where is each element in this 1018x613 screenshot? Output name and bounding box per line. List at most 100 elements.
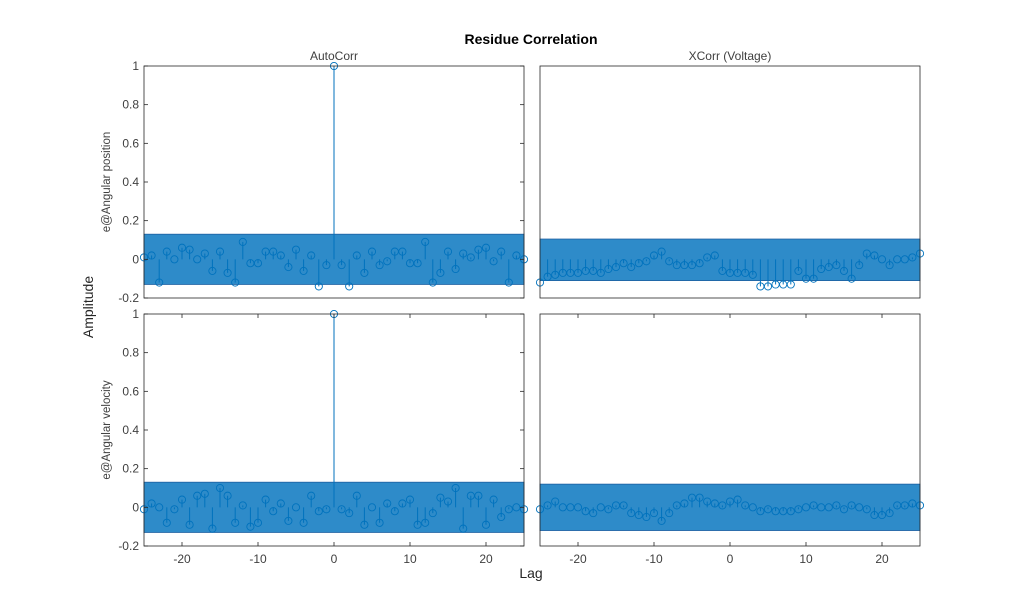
stem-marker bbox=[443, 247, 453, 256]
stem-marker bbox=[794, 266, 803, 275]
y-tick-label: 0.4 bbox=[122, 423, 139, 437]
stem-marker bbox=[703, 497, 712, 506]
stem-marker bbox=[695, 259, 704, 268]
stem-marker bbox=[748, 270, 757, 279]
stem-marker bbox=[710, 499, 719, 508]
stem-marker bbox=[596, 268, 605, 277]
stem-marker bbox=[299, 518, 308, 527]
stem-marker bbox=[291, 245, 301, 254]
stem-marker bbox=[421, 518, 430, 527]
subplot-autocorr-angular-position: -0.2 0 0.2 0.4 0.6 0.8 1 AutoCorr e@Angular posi… bbox=[101, 49, 529, 305]
stem-marker bbox=[573, 503, 583, 512]
stem-marker bbox=[710, 251, 719, 260]
stem-marker bbox=[215, 483, 225, 493]
stem-marker bbox=[208, 524, 217, 533]
stem-marker bbox=[665, 509, 674, 518]
stem-marker bbox=[170, 505, 179, 514]
stem-marker bbox=[428, 509, 437, 518]
stem-marker bbox=[885, 509, 894, 518]
y-tick-label: 0.6 bbox=[122, 384, 139, 398]
stem-marker bbox=[581, 507, 590, 516]
stem-marker bbox=[155, 503, 164, 512]
stem-marker bbox=[649, 251, 659, 260]
stem-marker bbox=[459, 524, 468, 533]
stem-marker bbox=[436, 268, 445, 277]
stem-marker bbox=[649, 509, 659, 518]
stem-marker bbox=[877, 255, 887, 264]
stem-marker bbox=[443, 497, 453, 506]
stem-marker bbox=[367, 247, 377, 256]
stem-marker bbox=[847, 501, 856, 510]
x-tick-label: 0 bbox=[331, 552, 338, 566]
stem-marker bbox=[832, 501, 841, 510]
stem-marker bbox=[398, 247, 407, 256]
stem-marker bbox=[231, 278, 240, 287]
stem-marker bbox=[642, 257, 651, 266]
stem-marker bbox=[672, 501, 681, 510]
y-tick-label: 0.6 bbox=[122, 136, 139, 150]
stem-marker bbox=[177, 495, 187, 504]
stem-marker bbox=[337, 261, 346, 270]
y-tick-label: -0.2 bbox=[118, 539, 139, 553]
stem-marker bbox=[885, 261, 894, 270]
subplot-xcorr-voltage-angular-position: XCorr (Voltage) bbox=[535, 49, 925, 299]
stem-marker bbox=[573, 268, 583, 277]
subplot-title: XCorr (Voltage) bbox=[689, 49, 772, 63]
stem-marker bbox=[352, 251, 361, 260]
stem-marker bbox=[839, 505, 849, 514]
stem-marker bbox=[459, 249, 468, 258]
stem-marker bbox=[147, 499, 156, 508]
stem-marker bbox=[862, 505, 871, 514]
stem-marker bbox=[375, 261, 384, 270]
stem-marker bbox=[238, 501, 247, 510]
stem-marker bbox=[733, 495, 742, 504]
stem-marker bbox=[253, 518, 263, 527]
stem-marker bbox=[223, 268, 232, 277]
x-tick-label: 10 bbox=[403, 552, 417, 566]
stem-marker bbox=[741, 501, 750, 510]
stem-marker bbox=[627, 263, 636, 272]
stem-marker bbox=[718, 501, 727, 510]
stem-marker bbox=[634, 511, 643, 520]
stem-marker bbox=[451, 483, 460, 493]
stem-marker bbox=[367, 503, 377, 512]
stem-marker bbox=[200, 489, 209, 498]
x-tick-label: 10 bbox=[799, 552, 813, 566]
stem-marker bbox=[481, 520, 491, 529]
y-tick-label: 0.2 bbox=[122, 462, 139, 476]
x-tick-label: -10 bbox=[645, 552, 663, 566]
y-tick-label: 1 bbox=[132, 59, 139, 73]
stem-marker bbox=[497, 512, 506, 522]
stem-marker bbox=[269, 247, 278, 256]
stem-marker bbox=[543, 272, 552, 281]
stem-marker bbox=[497, 247, 506, 256]
stem-marker bbox=[680, 499, 689, 508]
stem-marker bbox=[703, 253, 712, 262]
stem-marker bbox=[170, 255, 179, 264]
stem-marker bbox=[756, 507, 765, 516]
stem-marker bbox=[208, 266, 217, 275]
stem-marker bbox=[725, 497, 735, 506]
stem-marker bbox=[504, 278, 513, 287]
stem-marker bbox=[832, 261, 841, 270]
stem-marker bbox=[908, 253, 917, 262]
stem-marker bbox=[314, 507, 323, 516]
stem-marker bbox=[817, 264, 826, 274]
stem-marker bbox=[619, 259, 628, 268]
stem-marker bbox=[162, 518, 171, 527]
subplot-title: AutoCorr bbox=[310, 49, 358, 63]
stem-marker bbox=[405, 495, 415, 504]
stem-marker bbox=[604, 505, 613, 514]
stem-marker bbox=[786, 280, 795, 289]
y-tick-label: 1 bbox=[132, 307, 139, 321]
stem-marker bbox=[687, 261, 697, 270]
stem-marker bbox=[512, 251, 521, 260]
x-tick-label: 0 bbox=[727, 552, 734, 566]
stem-marker bbox=[307, 491, 316, 500]
stem-marker bbox=[786, 507, 795, 516]
x-tick-label: 20 bbox=[875, 552, 889, 566]
stem-marker bbox=[291, 503, 301, 512]
stem-marker bbox=[604, 264, 613, 274]
stem-marker bbox=[337, 505, 346, 514]
y-tick-label: 0 bbox=[132, 252, 139, 266]
